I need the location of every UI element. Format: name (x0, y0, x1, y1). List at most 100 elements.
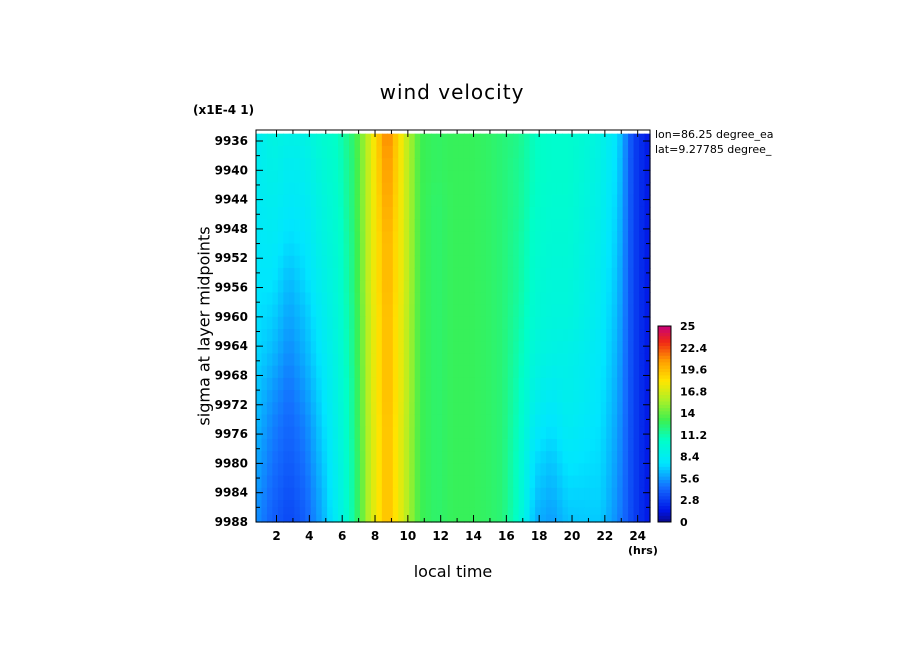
heatmap-cell (611, 145, 618, 159)
heatmap-cell (321, 194, 328, 208)
heatmap-cell (496, 353, 503, 367)
heatmap-cell (442, 507, 449, 516)
heatmap-cell (414, 267, 421, 281)
heatmap-cell (305, 426, 312, 440)
heatmap-cell (628, 365, 635, 379)
heatmap-cell (535, 158, 542, 171)
heatmap-cell (299, 487, 306, 501)
heatmap-cell (578, 463, 585, 477)
heatmap-cell (518, 426, 525, 440)
heatmap-cell (354, 451, 361, 464)
heatmap-cell (266, 353, 274, 367)
heatmap-cell (256, 292, 263, 306)
heatmap-cell (595, 414, 602, 428)
heatmap-cell (305, 267, 312, 281)
heatmap-cell (556, 280, 564, 294)
heatmap-cell (529, 402, 536, 416)
heatmap-cell (436, 390, 443, 403)
heatmap-cell (644, 231, 651, 245)
heatmap-cell (535, 304, 542, 318)
heatmap-cell (354, 133, 361, 147)
heatmap-cell (266, 316, 274, 330)
heatmap-cell (556, 304, 564, 318)
heatmap-cell (595, 158, 602, 171)
y-tick-label: 9968 (215, 368, 248, 382)
heatmap-cell (332, 267, 339, 281)
heatmap-cell (349, 514, 356, 523)
heatmap-cell (535, 475, 542, 489)
heatmap-cell (261, 219, 268, 232)
heatmap-cell (540, 304, 547, 318)
heatmap-cell (480, 365, 487, 379)
heatmap-cell (485, 255, 492, 269)
heatmap-cell (491, 170, 498, 184)
heatmap-cell (316, 219, 323, 232)
heatmap-cell (469, 219, 476, 232)
heatmap-cell (573, 219, 580, 232)
colorbar-band (658, 404, 671, 409)
heatmap-cell (359, 231, 367, 245)
heatmap-cell (556, 255, 564, 269)
heatmap-cell (540, 194, 547, 208)
heatmap-cell (458, 514, 465, 523)
heatmap-cell (480, 426, 487, 440)
heatmap-cell (277, 182, 284, 196)
heatmap-cell (442, 365, 449, 379)
heatmap-cell (442, 377, 449, 391)
heatmap-cell (442, 267, 449, 281)
heatmap-cell (600, 206, 607, 220)
heatmap-cell (617, 292, 624, 306)
heatmap-cell (600, 426, 607, 440)
heatmap-cell (431, 507, 438, 516)
heatmap-cell (578, 316, 585, 330)
heatmap-cell (453, 377, 460, 391)
heatmap-cell (327, 507, 334, 516)
heatmap-cell (485, 402, 492, 416)
heatmap-cell (485, 206, 492, 220)
heatmap-cell (354, 158, 361, 171)
heatmap-cell (546, 304, 553, 318)
heatmap-cell (469, 377, 476, 391)
heatmap-cell (299, 414, 306, 428)
heatmap-cell (480, 231, 487, 245)
heatmap-cell (261, 206, 268, 220)
heatmap-cell (546, 353, 553, 367)
heatmap-cell (578, 231, 585, 245)
heatmap-cell (639, 206, 646, 220)
heatmap-cell (578, 145, 585, 159)
heatmap-cell (425, 426, 432, 440)
heatmap-cell (513, 243, 520, 257)
heatmap-cell (524, 182, 531, 196)
heatmap-cell (518, 475, 525, 489)
x-tick-label: 14 (465, 529, 482, 543)
colorbar-band (658, 384, 671, 389)
heatmap-cell (272, 145, 279, 159)
heatmap-cell (365, 145, 372, 159)
heatmap-cell (628, 487, 635, 501)
heatmap-cell (409, 170, 416, 184)
heatmap-cell (327, 316, 334, 330)
heatmap-cell (436, 255, 443, 269)
colorbar-band (658, 414, 671, 418)
heatmap-cell (288, 316, 295, 330)
heatmap-cell (332, 475, 339, 489)
heatmap-cell (639, 292, 646, 306)
heatmap-cell (469, 475, 476, 489)
heatmap-cell (442, 182, 449, 196)
heatmap-cell (299, 463, 306, 477)
heatmap-cell (589, 475, 596, 489)
heatmap-cell (540, 219, 547, 232)
heatmap-cell (502, 316, 509, 330)
heatmap-cell (518, 145, 525, 159)
heatmap-cell (299, 267, 306, 281)
heatmap-cell (551, 377, 558, 391)
heatmap-cell (480, 255, 487, 269)
heatmap-cell (595, 304, 602, 318)
heatmap-cell (622, 377, 629, 391)
heatmap-cell (474, 231, 481, 245)
heatmap-cell (546, 170, 553, 184)
heatmap-cell (617, 182, 624, 196)
heatmap-cell (376, 329, 383, 342)
heatmap-cell (425, 402, 432, 416)
heatmap-cell (299, 255, 306, 269)
